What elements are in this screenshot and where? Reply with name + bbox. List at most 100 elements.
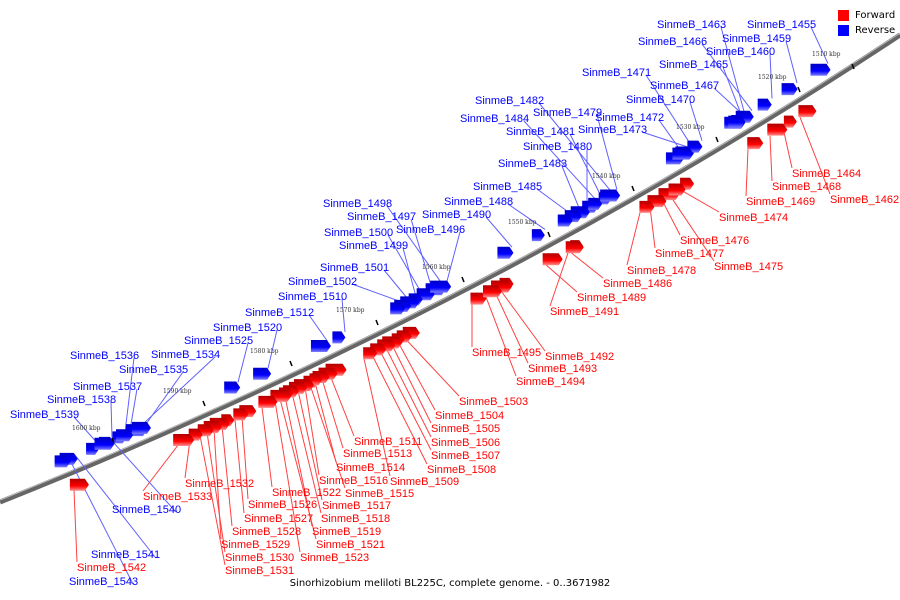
forward-gene-label[interactable]: SinmeB_1527 (244, 513, 313, 525)
reverse-gene-label[interactable]: SinmeB_1488 (444, 196, 513, 208)
reverse-gene-arrow[interactable] (583, 192, 607, 216)
reverse-gene-arrow[interactable] (527, 224, 550, 247)
forward-gene-label[interactable]: SinmeB_1513 (343, 448, 412, 460)
forward-gene-label[interactable]: SinmeB_1528 (232, 526, 301, 538)
forward-gene-label[interactable]: SinmeB_1505 (431, 423, 500, 435)
forward-gene-arrow[interactable] (66, 472, 94, 497)
reverse-gene-label[interactable]: SinmeB_1473 (578, 124, 647, 136)
forward-gene-label[interactable]: SinmeB_1515 (345, 488, 414, 500)
reverse-gene-label[interactable]: SinmeB_1467 (650, 80, 719, 92)
reverse-gene-arrow[interactable] (328, 326, 350, 348)
reverse-gene-label[interactable]: SinmeB_1470 (626, 94, 695, 106)
reverse-gene-label[interactable]: SinmeB_1525 (184, 335, 253, 347)
reverse-gene-arrow[interactable] (492, 240, 518, 265)
forward-gene-arrow[interactable] (266, 382, 296, 410)
reverse-gene-label[interactable]: SinmeB_1459 (722, 33, 791, 45)
forward-gene-label[interactable]: SinmeB_1494 (516, 376, 585, 388)
forward-gene-label[interactable]: SinmeB_1516 (319, 475, 388, 487)
forward-gene-label[interactable]: SinmeB_1523 (300, 552, 369, 564)
forward-gene-label[interactable]: SinmeB_1493 (528, 363, 597, 375)
reverse-gene-label[interactable]: SinmeB_1463 (657, 19, 726, 31)
reverse-gene-label[interactable]: SinmeB_1471 (582, 67, 651, 79)
reverse-gene-arrow[interactable] (776, 76, 803, 102)
forward-gene-label[interactable]: SinmeB_1531 (225, 565, 294, 577)
forward-gene-label[interactable]: SinmeB_1532 (185, 478, 254, 490)
reverse-gene-label[interactable]: SinmeB_1543 (69, 576, 138, 588)
reverse-gene-arrow[interactable] (50, 450, 74, 473)
forward-gene-label[interactable]: SinmeB_1526 (248, 499, 317, 511)
forward-gene-arrow[interactable] (193, 418, 218, 442)
reverse-gene-label[interactable]: SinmeB_1536 (70, 350, 139, 362)
forward-gene-label[interactable]: SinmeB_1468 (772, 181, 841, 193)
forward-gene-arrow[interactable] (762, 115, 793, 145)
reverse-gene-label[interactable]: SinmeB_1455 (747, 19, 816, 31)
reverse-gene-label[interactable]: SinmeB_1483 (498, 158, 567, 170)
forward-gene-label[interactable]: SinmeB_1477 (655, 248, 724, 260)
reverse-gene-label[interactable]: SinmeB_1466 (638, 36, 707, 48)
reverse-gene-label[interactable]: SinmeB_1490 (422, 209, 491, 221)
forward-gene-label[interactable]: SinmeB_1503 (459, 396, 528, 408)
reverse-gene-label[interactable]: SinmeB_1534 (151, 349, 220, 361)
forward-gene-arrow[interactable] (305, 368, 327, 390)
reverse-gene-arrow[interactable] (306, 332, 335, 360)
forward-gene-label[interactable]: SinmeB_1514 (336, 462, 405, 474)
forward-gene-arrow[interactable] (466, 286, 492, 311)
forward-gene-label[interactable]: SinmeB_1542 (77, 562, 146, 574)
forward-gene-label[interactable]: SinmeB_1469 (746, 196, 815, 208)
reverse-gene-label[interactable]: SinmeB_1497 (347, 211, 416, 223)
reverse-gene-label[interactable]: SinmeB_1484 (460, 113, 529, 125)
forward-gene-label[interactable]: SinmeB_1506 (431, 437, 500, 449)
forward-gene-label[interactable]: SinmeB_1464 (792, 168, 861, 180)
reverse-gene-label[interactable]: SinmeB_1499 (339, 240, 408, 252)
forward-gene-label[interactable]: SinmeB_1529 (221, 539, 290, 551)
forward-gene-label[interactable]: SinmeB_1517 (322, 500, 391, 512)
reverse-gene-arrow[interactable] (805, 55, 836, 85)
reverse-gene-label[interactable]: SinmeB_1520 (213, 322, 282, 334)
reverse-gene-label[interactable]: SinmeB_1480 (523, 141, 592, 153)
forward-gene-arrow[interactable] (778, 110, 802, 134)
forward-gene-label[interactable]: SinmeB_1519 (312, 526, 381, 538)
forward-gene-label[interactable]: SinmeB_1504 (435, 410, 504, 422)
reverse-gene-arrow[interactable] (112, 423, 138, 447)
forward-gene-label[interactable]: SinmeB_1530 (225, 552, 294, 564)
reverse-gene-label[interactable]: SinmeB_1537 (73, 381, 142, 393)
reverse-gene-label[interactable]: SinmeB_1512 (245, 307, 314, 319)
reverse-gene-label[interactable]: SinmeB_1502 (288, 276, 357, 288)
forward-gene-label[interactable]: SinmeB_1521 (316, 539, 385, 551)
forward-gene-label[interactable]: SinmeB_1475 (714, 261, 783, 273)
reverse-gene-arrow[interactable] (385, 296, 410, 320)
forward-gene-arrow[interactable] (254, 389, 282, 415)
reverse-gene-arrow[interactable] (425, 272, 456, 301)
forward-gene-label[interactable]: SinmeB_1508 (427, 464, 496, 476)
reverse-gene-label[interactable]: SinmeB_1482 (475, 95, 544, 107)
reverse-gene-arrow[interactable] (553, 208, 578, 233)
reverse-gene-label[interactable]: SinmeB_1496 (396, 224, 465, 236)
forward-gene-label[interactable]: SinmeB_1495 (472, 347, 541, 359)
reverse-gene-label[interactable]: SinmeB_1485 (473, 181, 542, 193)
forward-gene-label[interactable]: SinmeB_1509 (390, 476, 459, 488)
reverse-gene-arrow[interactable] (128, 415, 156, 441)
forward-gene-arrow[interactable] (561, 234, 589, 261)
reverse-gene-arrow[interactable] (220, 375, 245, 399)
reverse-gene-arrow[interactable] (90, 431, 119, 457)
reverse-gene-arrow[interactable] (752, 92, 777, 116)
reverse-gene-label[interactable]: SinmeB_1501 (320, 262, 389, 274)
forward-gene-label[interactable]: SinmeB_1511 (354, 436, 422, 448)
forward-gene-arrow[interactable] (478, 277, 507, 305)
forward-gene-label[interactable]: SinmeB_1518 (321, 513, 390, 525)
forward-gene-label[interactable]: SinmeB_1507 (431, 450, 500, 462)
reverse-gene-arrow[interactable] (249, 361, 276, 387)
reverse-gene-arrow[interactable] (723, 108, 751, 135)
forward-gene-arrow[interactable] (538, 245, 568, 274)
forward-gene-label[interactable]: SinmeB_1478 (627, 265, 696, 277)
forward-gene-arrow[interactable] (169, 426, 199, 454)
reverse-gene-arrow[interactable] (682, 134, 708, 159)
reverse-gene-label[interactable]: SinmeB_1498 (323, 198, 392, 210)
reverse-gene-label[interactable]: SinmeB_1538 (47, 394, 116, 406)
reverse-gene-label[interactable]: SinmeB_1500 (324, 227, 393, 239)
reverse-gene-label[interactable]: SinmeB_1535 (119, 364, 188, 376)
reverse-gene-label[interactable]: SinmeB_1510 (278, 291, 347, 303)
forward-gene-arrow[interactable] (742, 130, 769, 156)
forward-gene-arrow[interactable] (634, 194, 659, 219)
forward-gene-arrow[interactable] (229, 403, 253, 426)
